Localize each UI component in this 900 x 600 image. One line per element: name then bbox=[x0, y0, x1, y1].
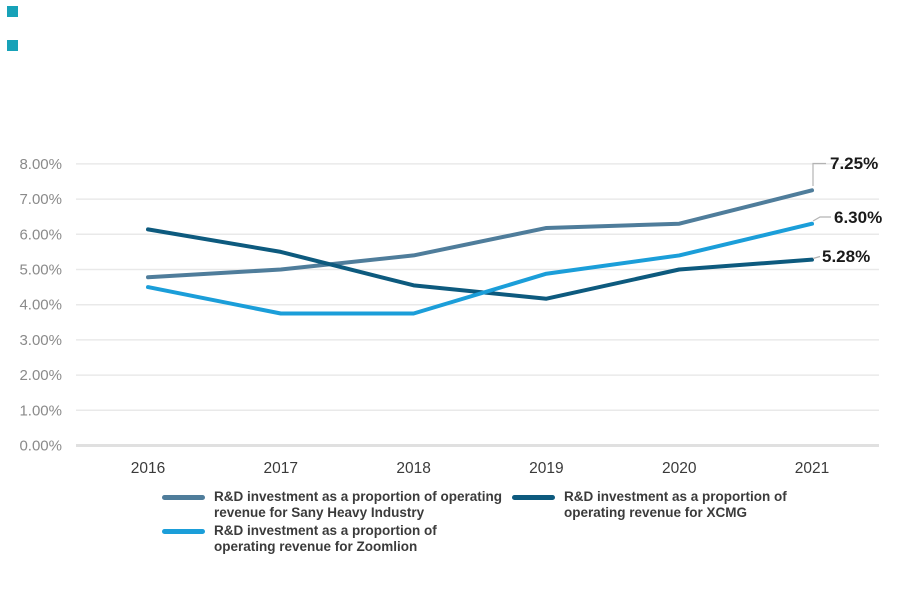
y-tick-label: 6.00% bbox=[19, 226, 62, 243]
legend-label-line1: R&D investment as a proportion of bbox=[564, 489, 787, 504]
legend-label-line2: operating revenue for XCMG bbox=[564, 505, 748, 520]
x-tick-label: 2017 bbox=[264, 460, 298, 477]
legend-swatch-zoomlion bbox=[162, 529, 205, 534]
end-value-label-xcmg: 5.28% bbox=[822, 247, 870, 266]
x-tick-label: 2021 bbox=[795, 460, 829, 477]
legend-item-xcmg: R&D investment as a proportion of operati… bbox=[512, 489, 787, 521]
legend-label-line1: R&D investment as a proportion of operat… bbox=[214, 489, 503, 504]
legend-label-line1: R&D investment as a proportion of bbox=[214, 523, 437, 538]
line-chart: 0.00% 1.00% 2.00% 3.00% 4.00% 5.00% 6.00% 7.00%… bbox=[19, 154, 882, 477]
y-tick-label: 7.00% bbox=[19, 191, 62, 208]
legend-label-zoomlion: R&D investment as a proportion of operati… bbox=[214, 523, 437, 555]
y-tick-label: 2.00% bbox=[19, 367, 62, 384]
series-line-zoomlion bbox=[146, 221, 814, 316]
teal-square-marker-bottom bbox=[7, 40, 18, 51]
legend-label-sany: R&D investment as a proportion of operat… bbox=[214, 489, 502, 521]
legend-swatch-sany bbox=[162, 495, 205, 500]
series-line-sany bbox=[146, 188, 814, 280]
y-tick-label: 4.00% bbox=[19, 297, 62, 314]
callout-leader-line bbox=[812, 162, 826, 186]
legend-label-xcmg: R&D investment as a proportion of operati… bbox=[564, 489, 787, 521]
x-tick-label: 2018 bbox=[396, 460, 430, 477]
legend-swatch-xcmg bbox=[512, 495, 555, 500]
end-value-label-zoomlion: 6.30% bbox=[834, 208, 882, 227]
y-tick-label: 3.00% bbox=[19, 332, 62, 349]
y-tick-label: 5.00% bbox=[19, 262, 62, 279]
legend-label-line2: operating revenue for Zoomlion bbox=[214, 539, 418, 554]
end-value-label-sany: 7.25% bbox=[830, 154, 878, 173]
legend-item-sany: R&D investment as a proportion of operat… bbox=[162, 489, 502, 521]
callout-leader-line bbox=[812, 216, 831, 222]
legend-label-line2: revenue for Sany Heavy Industry bbox=[214, 505, 425, 520]
y-tick-label: 0.00% bbox=[19, 438, 62, 455]
legend-item-zoomlion: R&D investment as a proportion of operati… bbox=[162, 523, 437, 555]
y-tick-label: 8.00% bbox=[19, 156, 62, 173]
callout-leader-line bbox=[812, 255, 821, 260]
x-tick-label: 2019 bbox=[529, 460, 563, 477]
x-tick-label: 2016 bbox=[131, 460, 165, 477]
teal-square-marker-top bbox=[7, 6, 18, 17]
y-tick-label: 1.00% bbox=[19, 402, 62, 419]
x-tick-label: 2020 bbox=[662, 460, 697, 477]
